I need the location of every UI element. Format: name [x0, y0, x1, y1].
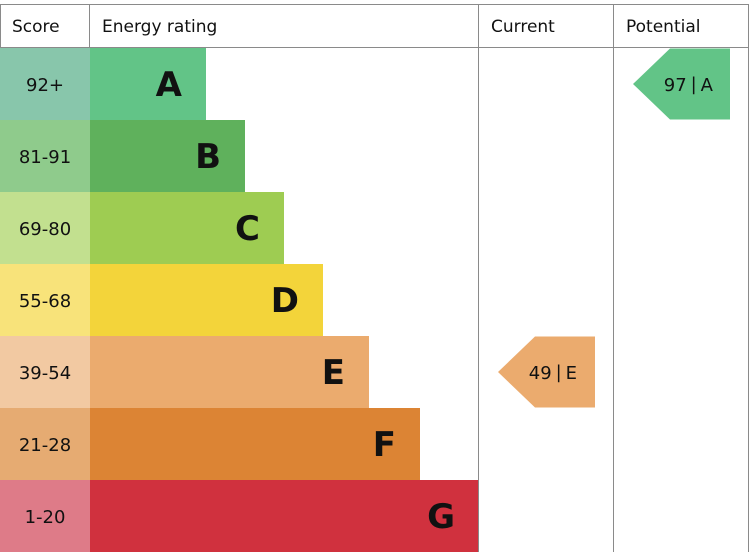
score-label-g: 1-20 — [25, 507, 66, 528]
score-cell-a — [0, 48, 90, 120]
score-cell-b — [0, 120, 90, 192]
current-pointer — [498, 336, 595, 408]
rating-bar-d — [90, 264, 323, 336]
potential-rating-letter: A — [701, 75, 714, 96]
score-label-c: 69-80 — [19, 219, 71, 240]
score-cell-c — [0, 192, 90, 264]
rating-bar-b — [90, 120, 245, 192]
potential-separator: | — [691, 74, 697, 95]
rating-letter-b: B — [195, 137, 221, 177]
score-column-header: Score — [12, 17, 60, 37]
rating-bar-c — [90, 192, 284, 264]
rating-pointers: 49 | E97 | A — [498, 48, 730, 408]
score-cell-g — [0, 480, 90, 552]
score-label-b: 81-91 — [19, 147, 71, 168]
score-label-f: 21-28 — [19, 435, 71, 456]
score-label-e: 39-54 — [19, 363, 71, 384]
potential-column-header: Potential — [626, 17, 700, 37]
potential-score-value: 97 — [664, 75, 687, 96]
rating-letter-c: C — [235, 209, 260, 249]
current-column-header: Current — [491, 17, 555, 37]
potential-pointer — [633, 48, 730, 120]
score-cell-e — [0, 336, 90, 408]
score-label-d: 55-68 — [19, 291, 71, 312]
rating-letter-f: F — [373, 425, 396, 465]
score-cell-f — [0, 408, 90, 480]
energy-rating-column-header: Energy rating — [102, 17, 217, 37]
current-separator: | — [556, 362, 562, 383]
rating-bar-g — [90, 480, 479, 552]
rating-bar-a — [90, 48, 206, 120]
rating-bar-f — [90, 408, 420, 480]
rating-bar-e — [90, 336, 369, 408]
score-label-a: 92+ — [26, 75, 64, 96]
current-rating-letter: E — [566, 363, 577, 384]
rating-letter-d: D — [271, 281, 299, 321]
rating-bands: 92+ A 81-91 B 69-80 C 55-68 D 39-54 E 21-28 F 1-20 G — [0, 48, 479, 552]
rating-letter-e: E — [322, 353, 345, 393]
rating-letter-a: A — [156, 65, 183, 105]
score-cell-d — [0, 264, 90, 336]
current-score-value: 49 — [529, 363, 552, 384]
rating-letter-g: G — [427, 497, 455, 537]
